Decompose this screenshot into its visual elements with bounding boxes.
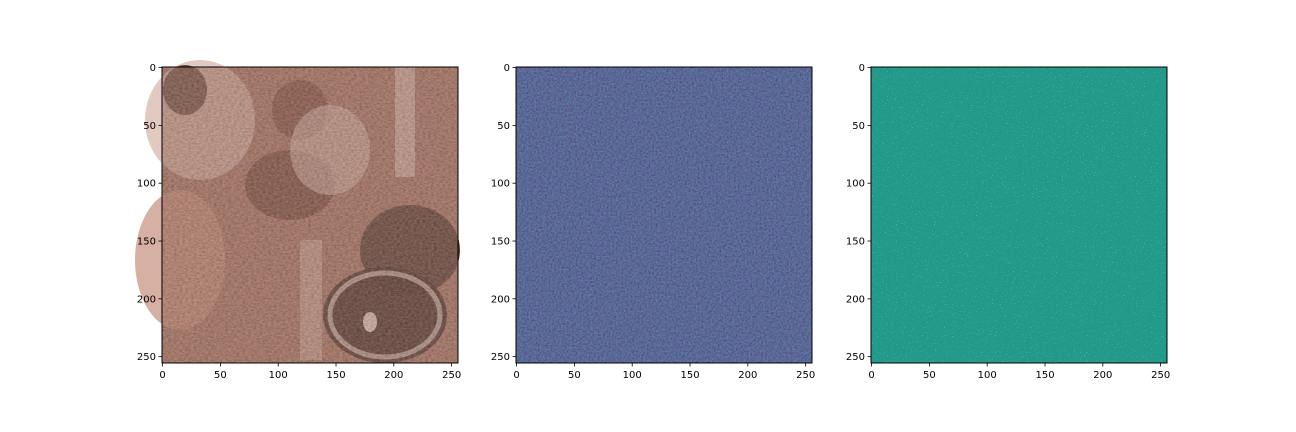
y-tick-label: 100 [491,179,510,190]
x-tick-label: 200 [738,370,757,381]
y-tick-label: 150 [491,237,510,248]
image-panel-3 [871,67,1167,363]
x-tick-label: 250 [442,370,461,381]
x-tick-label: 250 [1151,370,1170,381]
x-tick-label: 0 [159,370,165,381]
y-tick-label: 50 [497,121,510,132]
y-tick-label: 0 [504,63,510,74]
x-tick-label: 0 [868,370,874,381]
y-tick-label: 200 [491,294,510,305]
x-tick-label: 0 [513,370,519,381]
y-tick-label: 250 [846,352,865,363]
axes-frame [515,66,813,364]
image-panel-2 [516,67,812,363]
y-tick-label: 150 [846,237,865,248]
image-texture [516,67,812,363]
x-tick-label: 200 [384,370,403,381]
image-texture [871,67,1167,363]
x-tick-label: 100 [269,370,288,381]
y-tick-label: 250 [137,352,156,363]
x-tick-label: 200 [1093,370,1112,381]
y-tick-label: 50 [852,121,865,132]
x-tick-label: 100 [978,370,997,381]
axes-frame [870,66,1168,364]
y-tick-label: 50 [143,121,156,132]
y-tick-label: 0 [150,63,156,74]
image-panel-1 [135,60,460,363]
x-tick-label: 150 [680,370,699,381]
y-tick-label: 200 [846,294,865,305]
y-tick-label: 150 [137,237,156,248]
x-tick-label: 50 [214,370,227,381]
x-tick-label: 100 [623,370,642,381]
x-tick-label: 50 [923,370,936,381]
y-tick-label: 100 [137,179,156,190]
y-tick-label: 0 [859,63,865,74]
axes-frame [161,66,459,364]
y-tick-label: 100 [846,179,865,190]
image-texture [162,67,458,363]
x-tick-label: 50 [568,370,581,381]
y-tick-label: 200 [137,294,156,305]
y-tick-label: 250 [491,352,510,363]
x-tick-label: 150 [326,370,345,381]
x-tick-label: 150 [1035,370,1054,381]
x-tick-label: 250 [796,370,815,381]
